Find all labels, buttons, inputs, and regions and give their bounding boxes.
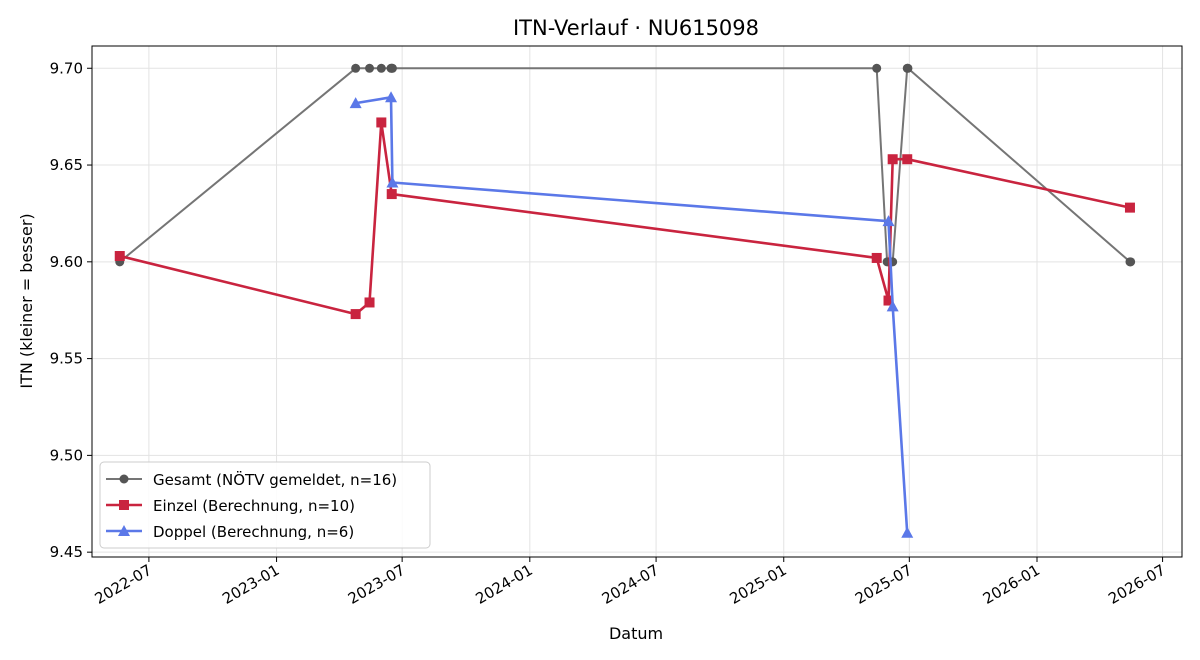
data-point: [882, 215, 895, 227]
legend-marker-gesamt: [119, 474, 129, 484]
data-point: [351, 63, 361, 73]
series-line-doppel: [355, 96, 909, 533]
legend-label-einzel: Einzel (Berechnung, n=10): [153, 497, 355, 515]
legend-item-einzel: Einzel (Berechnung, n=10): [106, 497, 355, 515]
legend-item-doppel: Doppel (Berechnung, n=6): [106, 523, 354, 541]
data-point: [883, 295, 894, 306]
y-tick-label: 9.55: [50, 350, 83, 368]
series-line-einzel: [119, 121, 1131, 316]
series-layer: [114, 63, 1136, 538]
y-tick-label: 9.65: [50, 156, 83, 174]
legend-marker-doppel: [118, 525, 130, 536]
data-point: [902, 154, 913, 165]
data-point: [349, 97, 362, 109]
y-axis-label: ITN (kleiner = besser): [17, 213, 36, 388]
data-point: [871, 252, 882, 263]
data-point: [1126, 257, 1136, 267]
x-axis-label: Datum: [609, 624, 663, 643]
legend-marker-einzel: [119, 500, 129, 510]
legend: Gesamt (NÖTV gemeldet, n=16) Einzel (Ber…: [99, 461, 431, 549]
data-point: [872, 63, 882, 73]
series-gesamt: [115, 63, 1136, 267]
y-tick-label: 9.60: [50, 253, 83, 271]
legend-frame: [99, 461, 431, 549]
data-point: [114, 251, 125, 262]
data-point: [376, 63, 386, 73]
legend-label-gesamt: Gesamt (NÖTV gemeldet, n=16): [153, 470, 397, 489]
data-point: [1124, 202, 1135, 213]
data-point: [350, 309, 361, 320]
data-point: [376, 117, 387, 128]
legend-label-doppel: Doppel (Berechnung, n=6): [153, 523, 354, 541]
data-point: [386, 189, 397, 200]
plot-area-frame: [91, 45, 1183, 558]
series-doppel: [349, 91, 914, 538]
y-axis-ticks: 9.45 9.50 9.55 9.60 9.65 9.70: [50, 59, 92, 561]
data-point: [385, 91, 398, 103]
data-point: [365, 63, 375, 73]
y-tick-label: 9.45: [50, 543, 83, 561]
data-point: [387, 63, 397, 73]
data-point: [901, 526, 914, 538]
data-point: [887, 154, 898, 165]
data-point: [386, 176, 399, 188]
data-point: [364, 297, 375, 308]
y-tick-label: 9.50: [50, 446, 83, 464]
data-point: [886, 300, 899, 312]
chart-title: ITN-Verlauf · NU615098: [513, 16, 759, 40]
y-tick-label: 9.70: [50, 59, 83, 77]
legend-item-gesamt: Gesamt (NÖTV gemeldet, n=16): [106, 470, 397, 489]
series-einzel: [114, 117, 1135, 320]
data-point: [903, 63, 913, 73]
